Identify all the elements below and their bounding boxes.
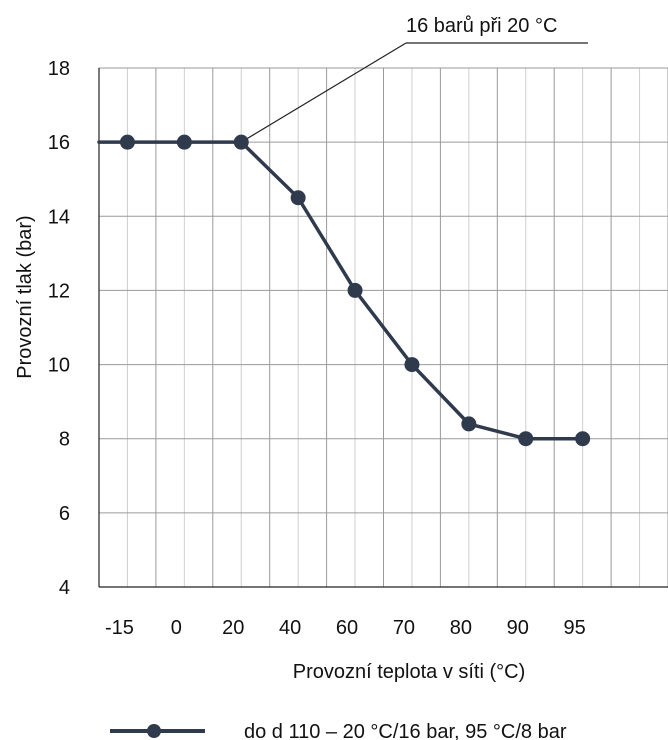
y-tick-label: 14 [48,206,70,228]
x-tick-label: 0 [171,617,182,639]
x-tick-label: -15 [105,617,134,639]
data-point [518,431,534,447]
data-point [461,416,477,432]
x-tick-label: 90 [507,617,529,639]
x-tick-label: 20 [222,617,244,639]
y-tick-label: 4 [59,577,70,599]
data-point [119,134,135,150]
x-axis-title: Provozní teplota v síti (°C) [293,661,526,683]
x-tick-label: 40 [279,617,301,639]
data-point [404,357,420,373]
series-layer [97,134,591,447]
y-tick-label: 8 [59,429,70,451]
x-tick-label: 80 [450,617,472,639]
data-point [575,431,591,447]
x-tick-label: 60 [336,617,358,639]
data-point [233,134,249,150]
y-tick-label: 12 [48,280,70,302]
annotation-leader-line [240,42,407,143]
x-tick-label: 70 [393,617,415,639]
annotation-label: 16 barů při 20 °C [406,15,557,37]
y-axis-title: Provozní tlak (bar) [14,215,36,378]
axis-layer [98,42,668,588]
x-tick-label: 95 [564,617,586,639]
legend-label: do d 110 – 20 °C/16 bar, 95 °C/8 bar [244,721,567,740]
y-tick-label: 16 [48,132,70,154]
legend-marker [147,724,161,738]
y-tick-label: 18 [48,58,70,80]
data-point [347,282,363,298]
label-layer: 4 6 8 10 12 14 16 18 -15 0 20 40 60 70 80 90 95 [48,58,586,639]
data-point [176,134,192,150]
y-tick-label: 6 [59,503,70,525]
y-tick-label: 10 [48,355,70,377]
series-line [97,140,585,441]
data-point [290,190,306,206]
